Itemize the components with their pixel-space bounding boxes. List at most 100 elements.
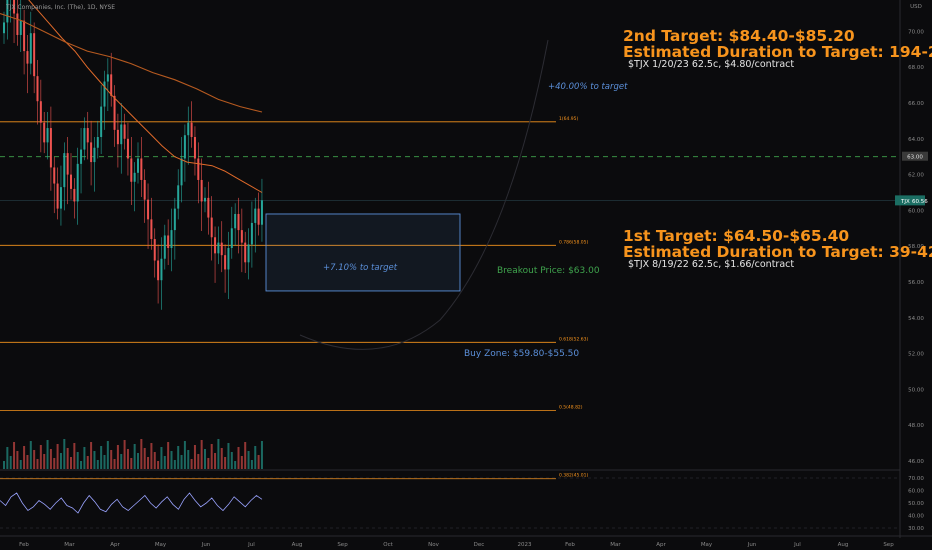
candle-body bbox=[76, 163, 79, 202]
volume-bar bbox=[237, 447, 240, 469]
buy-zone-label: Buy Zone: $59.80-$55.50 bbox=[464, 349, 580, 359]
price-tick: 62.00 bbox=[908, 173, 924, 179]
candle-body bbox=[247, 244, 250, 263]
volume-bar bbox=[33, 450, 36, 469]
volume-bar bbox=[234, 461, 237, 469]
candle-body bbox=[43, 122, 46, 143]
candle-body bbox=[59, 187, 62, 209]
candle-body bbox=[26, 51, 29, 64]
volume-bar bbox=[16, 451, 19, 469]
target1-pct: +7.10% to target bbox=[323, 263, 398, 273]
volume-bar bbox=[43, 454, 46, 469]
time-tick: 2023 bbox=[518, 542, 532, 548]
buy-zone-box bbox=[265, 213, 461, 292]
time-tick: Apr bbox=[656, 542, 666, 548]
volume-bar bbox=[100, 446, 103, 469]
time-tick: Jul bbox=[247, 542, 255, 548]
volume-bar bbox=[13, 442, 16, 469]
rsi-tick: 40.00 bbox=[908, 514, 924, 520]
ma-fast-line bbox=[28, 0, 263, 193]
volume-bar bbox=[9, 456, 12, 469]
candle-body bbox=[244, 242, 247, 263]
candle-body bbox=[93, 147, 96, 163]
candle-body bbox=[73, 188, 76, 202]
price-tick: 64.00 bbox=[908, 137, 924, 143]
volume-bar bbox=[210, 444, 213, 469]
fib-label: 0.618(52.63) bbox=[559, 336, 589, 342]
volume-bar bbox=[3, 461, 5, 469]
candle-body bbox=[123, 124, 126, 139]
volume-bar bbox=[19, 460, 22, 469]
candle-body bbox=[193, 137, 196, 159]
candle-body bbox=[29, 33, 32, 64]
volume-bar bbox=[70, 457, 72, 469]
volume-bar bbox=[173, 460, 176, 469]
rsi-tick: 30.00 bbox=[908, 526, 924, 532]
volume-bar bbox=[140, 439, 143, 469]
time-tick: Mar bbox=[610, 542, 621, 548]
candle-body bbox=[234, 213, 237, 229]
candle-body bbox=[167, 235, 170, 248]
fib-label: 1(64.95) bbox=[559, 116, 579, 122]
candle-body bbox=[49, 128, 52, 168]
candle-body bbox=[227, 247, 230, 270]
rsi-tick: 50.00 bbox=[908, 501, 924, 507]
volume-bar bbox=[197, 454, 200, 469]
candle-body bbox=[140, 158, 143, 180]
volume-bar bbox=[214, 453, 217, 469]
candle-body bbox=[214, 237, 217, 254]
candle-body bbox=[23, 20, 26, 52]
candle-body bbox=[207, 197, 210, 218]
volume-bar bbox=[56, 444, 59, 469]
volume-bar bbox=[90, 442, 93, 469]
candle-body bbox=[160, 258, 163, 281]
time-tick: Mar bbox=[64, 542, 75, 548]
price-tick: 60.00 bbox=[908, 208, 924, 214]
candle-body bbox=[103, 81, 106, 107]
target2-duration: Estimated Duration to Target: 194-209d bbox=[623, 43, 932, 61]
volume-bar bbox=[250, 460, 253, 469]
candle-body bbox=[254, 208, 257, 223]
target1-option: $TJX 8/19/22 62.5c, $1.66/contract bbox=[628, 259, 795, 270]
volume-bar bbox=[143, 448, 146, 469]
volume-bar bbox=[150, 443, 153, 469]
volume-bar bbox=[110, 450, 113, 469]
rsi-tick: 70.00 bbox=[908, 476, 924, 482]
candle-body bbox=[190, 122, 193, 138]
candle-body bbox=[86, 128, 89, 143]
price-tick: 48.00 bbox=[908, 423, 924, 429]
candle-body bbox=[83, 128, 86, 150]
time-tick: Aug bbox=[838, 542, 849, 548]
price-tick: 66.00 bbox=[908, 101, 924, 107]
ma-slow-line bbox=[0, 12, 263, 113]
volume-bar bbox=[257, 455, 260, 469]
price-tick: 68.00 bbox=[908, 65, 924, 71]
volume-bar bbox=[26, 455, 29, 469]
time-tick: Apr bbox=[110, 542, 120, 548]
candle-body bbox=[170, 230, 173, 248]
candle-body bbox=[100, 106, 103, 138]
time-tick: Jun bbox=[201, 542, 211, 548]
projection-arc bbox=[299, 39, 549, 350]
ticker-tag-price: 60.56 bbox=[912, 199, 928, 205]
candle-body bbox=[147, 199, 150, 220]
volume-bar bbox=[230, 452, 233, 469]
time-tick: Jul bbox=[793, 542, 801, 548]
volume-bar bbox=[224, 457, 227, 469]
candle-body bbox=[150, 219, 153, 240]
candle-body bbox=[110, 74, 113, 96]
candle-body bbox=[13, 0, 16, 14]
candle-body bbox=[250, 222, 253, 245]
candle-body bbox=[63, 153, 66, 188]
fib-label: 0.382(45.01) bbox=[559, 473, 589, 479]
candle-body bbox=[237, 213, 240, 231]
time-tick: Aug bbox=[292, 542, 303, 548]
candle-body bbox=[177, 185, 180, 209]
volume-bar bbox=[6, 447, 9, 469]
price-tick: 58.00 bbox=[908, 244, 924, 250]
volume-bar bbox=[49, 449, 52, 469]
time-tick: Jun bbox=[747, 542, 757, 548]
candle-body bbox=[36, 76, 39, 102]
candle-body bbox=[66, 153, 69, 175]
